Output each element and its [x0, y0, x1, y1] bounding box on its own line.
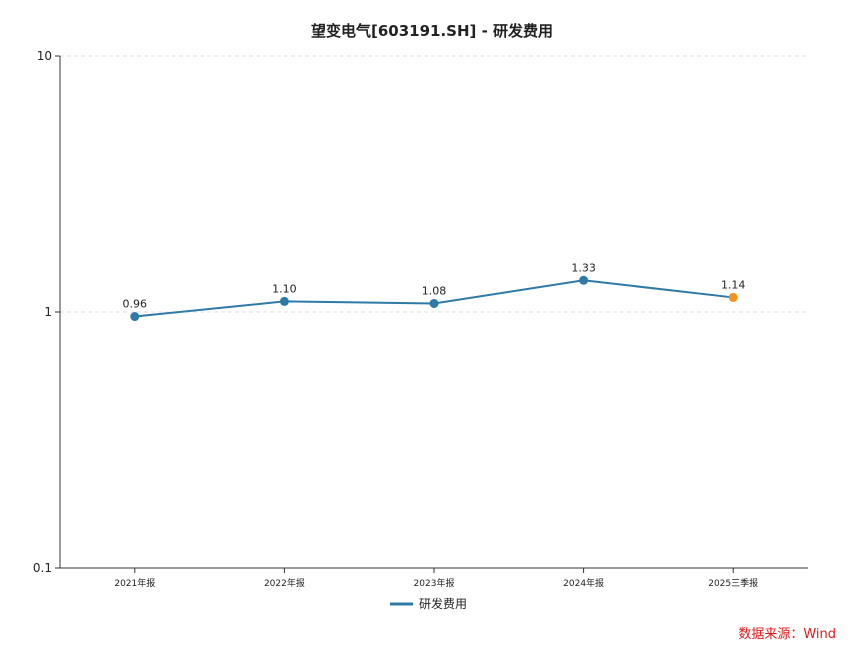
data-point: [579, 275, 589, 285]
x-tick-label: 2024年报: [563, 577, 604, 589]
data-label: 1.08: [422, 284, 447, 297]
y-axis-ticks: 0.1 1 10: [33, 49, 60, 575]
x-axis-ticks: 2021年报 2022年报 2023年报 2024年报 2025三季报: [114, 568, 758, 589]
data-label: 0.96: [123, 298, 148, 311]
chart-title: 望变电气[603191.SH] - 研发费用: [311, 22, 553, 40]
data-point: [279, 296, 289, 306]
data-label: 1.14: [721, 278, 746, 291]
legend-label: 研发费用: [419, 596, 467, 611]
x-tick-label: 2021年报: [114, 577, 155, 589]
x-tick-label: 2023年报: [414, 577, 455, 589]
data-label: 1.33: [571, 261, 596, 274]
data-point: [728, 292, 738, 302]
series-layer: 0.96 1.10 1.08 1.33 1.14: [123, 261, 746, 322]
data-point: [429, 298, 439, 308]
y-tick-label: 1: [44, 305, 52, 319]
source-note: 数据来源：Wind: [738, 627, 836, 642]
x-tick-label: 2025三季报: [708, 577, 758, 589]
data-label: 1.10: [272, 282, 297, 295]
data-point: [130, 312, 140, 322]
legend: 研发费用: [390, 596, 467, 611]
x-tick-label: 2022年报: [264, 577, 305, 589]
grid: [60, 55, 808, 313]
y-tick-label: 0.1: [33, 561, 52, 575]
y-tick-label: 10: [37, 49, 52, 63]
